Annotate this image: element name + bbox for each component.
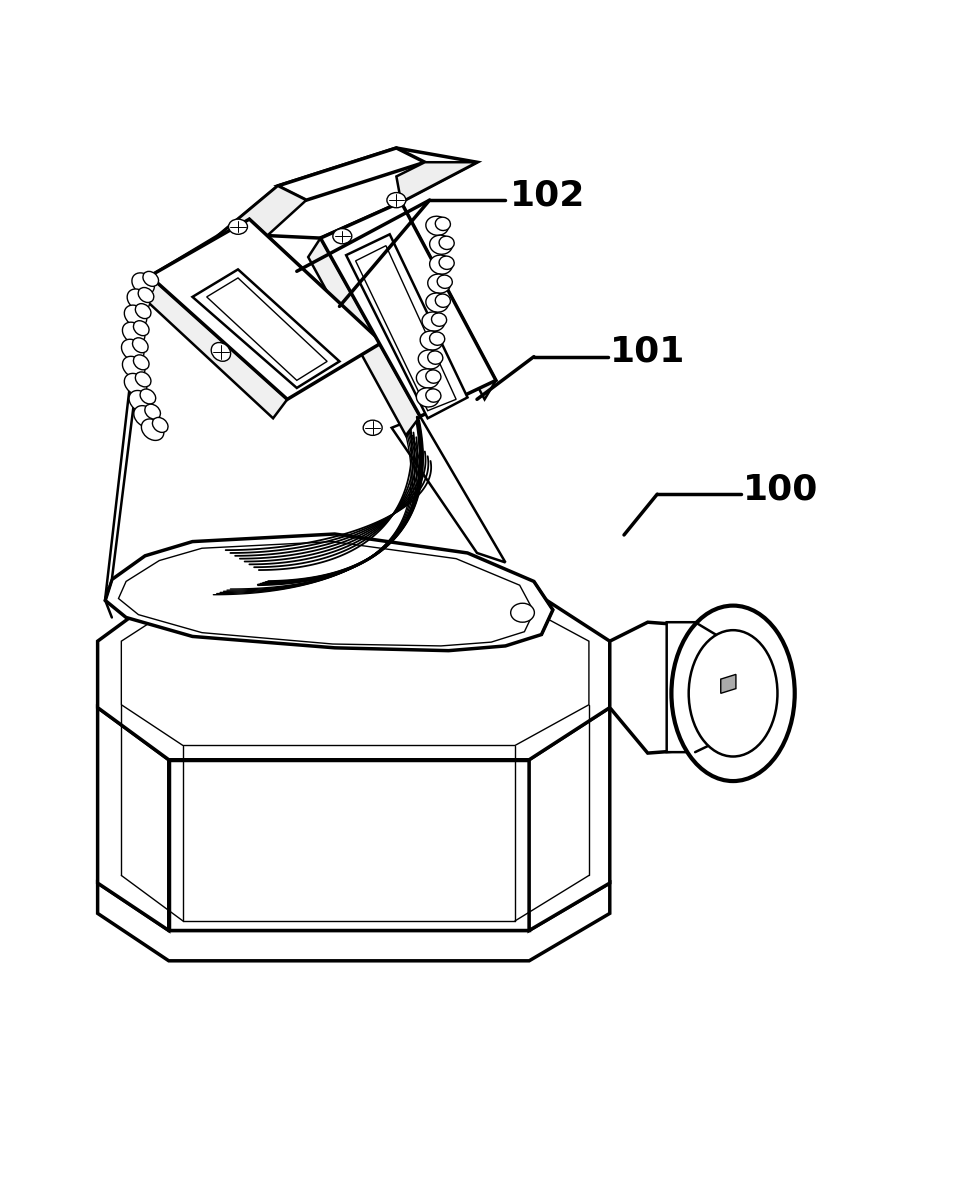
Polygon shape [221, 148, 476, 238]
Ellipse shape [425, 217, 448, 236]
Ellipse shape [416, 388, 438, 407]
Ellipse shape [122, 357, 145, 378]
Ellipse shape [435, 294, 450, 308]
Ellipse shape [427, 351, 442, 364]
Ellipse shape [132, 338, 148, 353]
Ellipse shape [129, 390, 152, 412]
Ellipse shape [140, 389, 155, 403]
Polygon shape [193, 269, 339, 388]
Polygon shape [277, 148, 424, 200]
Ellipse shape [429, 255, 452, 274]
Polygon shape [105, 277, 150, 598]
Ellipse shape [152, 418, 168, 432]
Polygon shape [97, 589, 609, 760]
Polygon shape [308, 238, 419, 436]
Ellipse shape [688, 630, 777, 757]
Ellipse shape [425, 293, 448, 312]
Ellipse shape [425, 389, 440, 402]
Ellipse shape [124, 305, 147, 327]
Polygon shape [97, 883, 609, 961]
Ellipse shape [122, 322, 145, 344]
Ellipse shape [135, 304, 151, 318]
Polygon shape [140, 277, 287, 418]
Polygon shape [237, 219, 382, 361]
Ellipse shape [143, 272, 158, 286]
Polygon shape [392, 417, 505, 563]
Ellipse shape [419, 332, 442, 350]
Text: 102: 102 [510, 178, 585, 212]
Ellipse shape [138, 287, 153, 303]
Ellipse shape [436, 275, 452, 288]
Ellipse shape [510, 603, 534, 622]
Ellipse shape [425, 370, 440, 383]
Ellipse shape [333, 229, 352, 244]
Ellipse shape [124, 373, 147, 395]
Ellipse shape [132, 273, 154, 294]
Ellipse shape [416, 369, 438, 388]
Ellipse shape [133, 406, 156, 427]
Ellipse shape [135, 372, 151, 387]
Polygon shape [395, 163, 476, 202]
Text: 101: 101 [609, 335, 684, 369]
Polygon shape [150, 219, 249, 278]
Polygon shape [105, 534, 553, 651]
Ellipse shape [211, 342, 231, 361]
Ellipse shape [671, 606, 794, 782]
Text: 100: 100 [741, 473, 817, 506]
Ellipse shape [427, 274, 450, 293]
Ellipse shape [363, 420, 382, 436]
Polygon shape [609, 622, 719, 753]
Polygon shape [150, 219, 382, 400]
Ellipse shape [141, 419, 164, 440]
Ellipse shape [417, 350, 440, 369]
Ellipse shape [127, 288, 150, 310]
Ellipse shape [121, 339, 144, 360]
Ellipse shape [429, 332, 444, 345]
Ellipse shape [145, 405, 160, 419]
Polygon shape [529, 707, 609, 930]
Polygon shape [320, 202, 496, 417]
Polygon shape [169, 760, 529, 930]
Polygon shape [221, 186, 306, 248]
Ellipse shape [438, 256, 454, 269]
Ellipse shape [421, 312, 444, 332]
Ellipse shape [429, 235, 452, 254]
Polygon shape [390, 202, 496, 400]
Polygon shape [720, 674, 735, 693]
Ellipse shape [229, 219, 247, 235]
Polygon shape [666, 622, 719, 752]
Ellipse shape [435, 217, 450, 231]
Ellipse shape [387, 193, 405, 208]
Ellipse shape [133, 354, 149, 370]
Polygon shape [97, 707, 169, 930]
Polygon shape [346, 235, 467, 418]
Ellipse shape [133, 321, 149, 335]
Ellipse shape [431, 312, 446, 327]
Ellipse shape [438, 236, 454, 249]
